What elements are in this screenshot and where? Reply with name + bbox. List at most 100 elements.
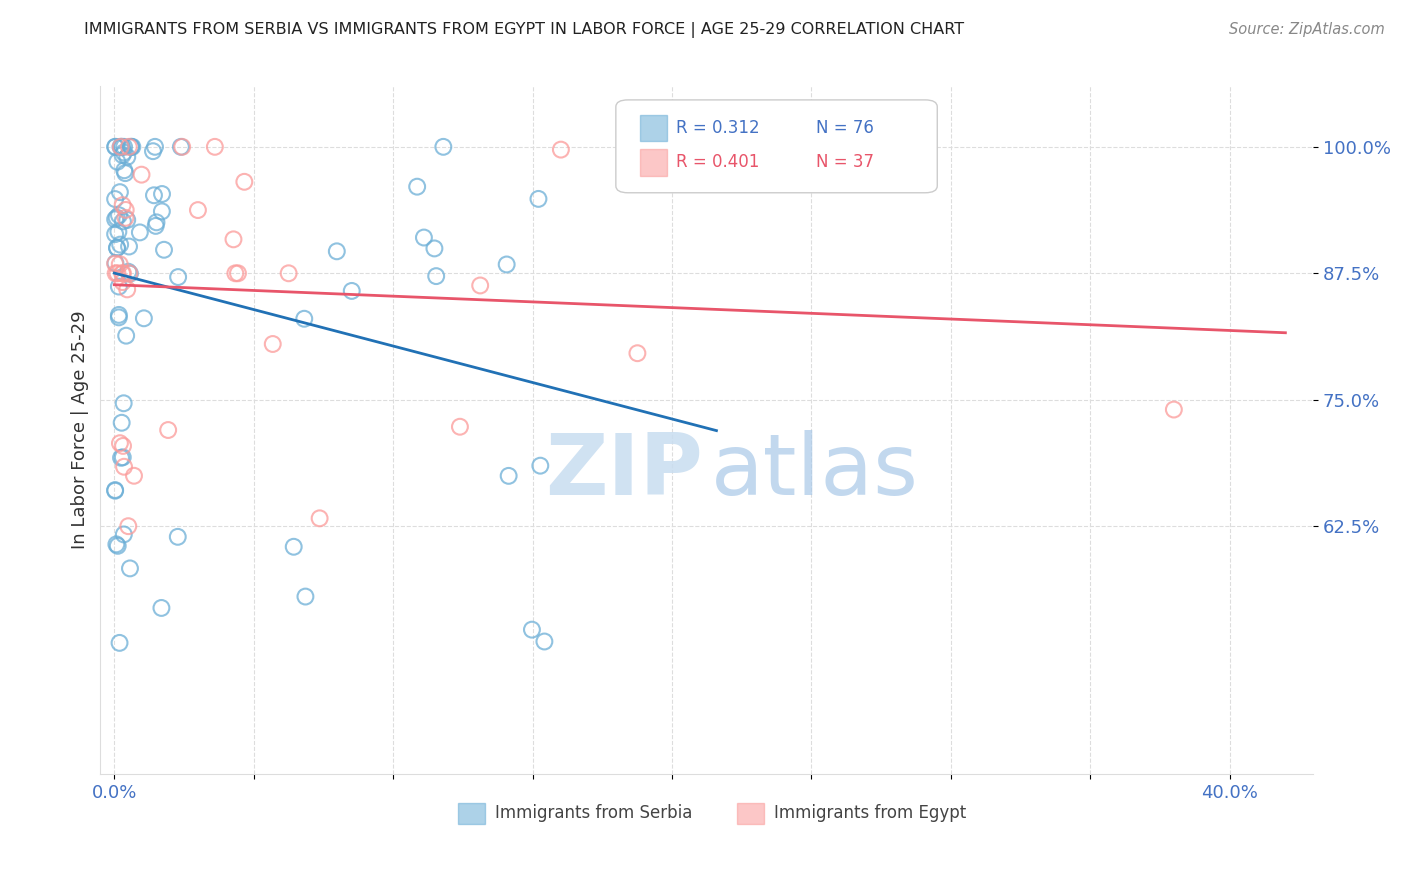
Point: [170, 140, 193, 154]
Point: [413, 230, 436, 244]
Point: [108, 185, 131, 199]
Point: [114, 202, 136, 217]
Y-axis label: In Labor Force | Age 25-29: In Labor Force | Age 25-29: [72, 310, 89, 549]
Point: [527, 192, 550, 206]
Point: [112, 145, 135, 160]
Point: [262, 337, 284, 351]
Point: [104, 212, 127, 227]
Text: Immigrants from Serbia: Immigrants from Serbia: [495, 805, 692, 822]
Point: [425, 269, 447, 284]
Point: [118, 561, 141, 575]
Point: [145, 219, 167, 233]
Point: [283, 540, 305, 554]
Point: [157, 423, 180, 437]
Text: ZIP: ZIP: [546, 430, 703, 513]
Point: [233, 175, 256, 189]
Point: [112, 459, 135, 474]
Point: [110, 450, 132, 465]
Point: [150, 204, 173, 219]
Point: [108, 436, 131, 450]
Point: [112, 396, 135, 410]
Point: [128, 226, 150, 240]
Point: [222, 232, 245, 246]
Point: [111, 450, 134, 465]
Point: [104, 256, 127, 270]
Point: [111, 140, 134, 154]
Point: [498, 468, 520, 483]
Point: [150, 601, 173, 615]
Point: [1163, 402, 1185, 417]
Point: [204, 140, 226, 154]
Text: Immigrants from Egypt: Immigrants from Egypt: [773, 805, 966, 822]
Point: [111, 416, 134, 430]
Point: [104, 266, 127, 280]
Point: [115, 328, 138, 343]
Point: [111, 198, 134, 212]
FancyBboxPatch shape: [640, 150, 666, 176]
Point: [108, 308, 131, 322]
Point: [108, 257, 131, 271]
Point: [107, 539, 129, 553]
Point: [308, 511, 330, 525]
Point: [114, 211, 136, 225]
Point: [112, 527, 135, 541]
Point: [226, 266, 249, 280]
Point: [294, 590, 316, 604]
Point: [406, 179, 429, 194]
Point: [105, 537, 128, 551]
Point: [167, 270, 190, 285]
Point: [654, 140, 676, 154]
Point: [111, 275, 134, 289]
Point: [131, 168, 153, 182]
Point: [529, 458, 551, 473]
Point: [187, 203, 209, 218]
Point: [224, 266, 246, 280]
Point: [533, 634, 555, 648]
Point: [105, 241, 128, 255]
Point: [112, 163, 135, 178]
Point: [114, 166, 136, 180]
Point: [104, 227, 127, 241]
Point: [470, 278, 492, 293]
Point: [423, 242, 446, 256]
Point: [150, 186, 173, 201]
Point: [122, 468, 145, 483]
Text: atlas: atlas: [710, 430, 918, 513]
Point: [107, 225, 129, 239]
Point: [143, 188, 166, 202]
Point: [111, 214, 134, 228]
Point: [145, 215, 167, 229]
Point: [326, 244, 349, 259]
Point: [104, 483, 127, 498]
Point: [108, 208, 131, 222]
Point: [277, 266, 299, 280]
Point: [142, 144, 165, 158]
Point: [132, 311, 155, 326]
Point: [166, 530, 188, 544]
Point: [143, 140, 166, 154]
Point: [104, 140, 127, 154]
Point: [172, 140, 194, 154]
Point: [120, 140, 142, 154]
FancyBboxPatch shape: [616, 100, 938, 193]
Point: [105, 241, 128, 255]
Text: Source: ZipAtlas.com: Source: ZipAtlas.com: [1229, 22, 1385, 37]
Point: [115, 213, 138, 227]
Point: [117, 265, 139, 279]
Point: [110, 140, 132, 154]
Point: [626, 346, 648, 360]
FancyBboxPatch shape: [640, 115, 666, 141]
Point: [292, 311, 315, 326]
Point: [118, 267, 141, 281]
Point: [115, 282, 138, 296]
Point: [111, 148, 134, 162]
Point: [117, 150, 139, 164]
Point: [112, 140, 135, 154]
Point: [108, 310, 131, 325]
Point: [105, 211, 128, 225]
Point: [550, 143, 572, 157]
Point: [105, 154, 128, 169]
Point: [118, 239, 141, 253]
Text: R = 0.312: R = 0.312: [676, 120, 761, 137]
Point: [104, 192, 127, 206]
